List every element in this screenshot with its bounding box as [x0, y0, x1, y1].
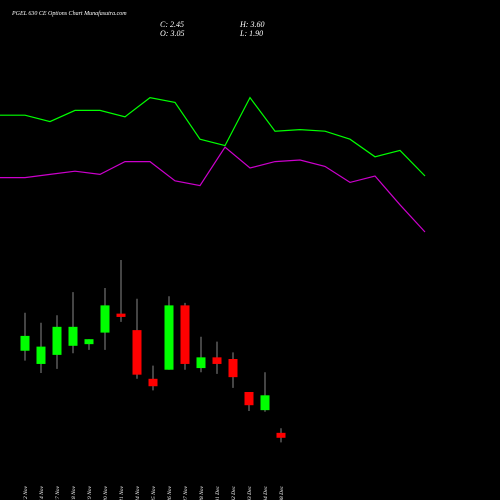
close-info: C: 2.45 [160, 20, 184, 29]
candle-body [180, 305, 190, 364]
chart-title: PGEL 630 CE Options Chart Munafasutra.co… [11, 10, 127, 17]
candle-body [84, 339, 94, 345]
candle-body [52, 326, 62, 355]
candle-body [276, 432, 286, 438]
x-tick-label: 01 Dec [215, 485, 221, 500]
x-tick-label: 25 Nov [151, 485, 157, 500]
candle-body [100, 305, 110, 333]
x-tick-label: 04 Dec [262, 485, 269, 500]
x-tick-label: 21 Nov [119, 485, 125, 500]
x-tick-label: 17 Nov [55, 485, 61, 500]
x-tick-label: 12 Nov [23, 485, 29, 500]
x-tick-label: 02 Dec [231, 485, 237, 500]
candle-body [20, 335, 30, 351]
candle-body [148, 378, 158, 387]
open-info: O: 3.05 [160, 29, 184, 38]
x-tick-label: 26 Nov [167, 485, 173, 500]
indicator-line [0, 96, 426, 177]
candle-body [36, 346, 46, 364]
low-info: L: 1.90 [239, 29, 263, 38]
x-tick-label: 14 Nov [38, 485, 45, 500]
high-info: H: 3.60 [239, 20, 264, 29]
candle-body [196, 357, 206, 369]
x-tick-label: 08 Dec [279, 485, 285, 500]
candle-body [212, 357, 222, 364]
x-tick-label: 27 Nov [183, 485, 189, 500]
candle-body [244, 392, 254, 406]
candle-body [164, 305, 174, 370]
x-tick-label: 19 Nov [87, 485, 93, 500]
x-tick-label: 18 Nov [71, 485, 77, 500]
x-tick-label: 28 Nov [199, 485, 205, 500]
candle-body [132, 330, 142, 375]
candle-body [260, 395, 270, 411]
indicator-line [0, 146, 426, 233]
candle-body [228, 359, 238, 378]
x-tick-label: 20 Nov [103, 485, 109, 500]
x-tick-label: 24 Nov [134, 485, 141, 500]
candle-body [68, 326, 78, 346]
x-tick-label: 03 Dec [247, 485, 253, 500]
candle-body [116, 313, 126, 317]
